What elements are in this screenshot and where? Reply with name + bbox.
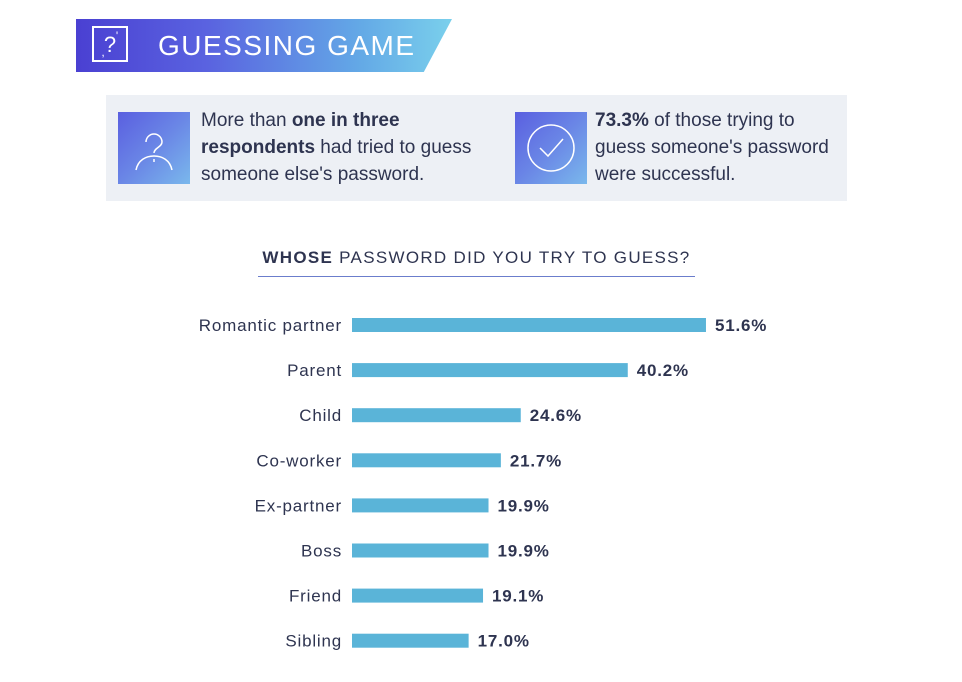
bar: [352, 588, 484, 603]
category-label: Ex-partner: [255, 496, 342, 515]
bar: [352, 453, 501, 468]
value-label: 19.9%: [498, 542, 550, 561]
value-label: 24.6%: [530, 406, 582, 425]
category-label: Friend: [289, 587, 342, 606]
svg-text:': ': [116, 29, 118, 43]
value-label: 21.7%: [510, 451, 562, 470]
chart-title: WHOSE PASSWORD DID YOU TRY TO GUESS?: [262, 248, 691, 267]
page-title: GUESSING GAME: [158, 30, 416, 61]
bar: [352, 633, 469, 648]
checkmark-circle-icon: [515, 112, 587, 184]
bar: [352, 318, 706, 332]
category-label: Romantic partner: [199, 316, 342, 335]
value-label: 19.9%: [498, 496, 550, 515]
value-label: 17.0%: [478, 632, 530, 651]
bar: [352, 543, 489, 558]
fact-one-in-three: More than one in three respondents had t…: [201, 110, 472, 185]
category-label: Boss: [301, 542, 342, 561]
svg-text:,: ,: [101, 45, 104, 59]
category-label: Parent: [287, 361, 342, 380]
category-label: Child: [299, 406, 342, 425]
fact-success-rate: 73.3% of those trying to guess someone's…: [595, 110, 829, 185]
user-question-icon: [118, 112, 190, 184]
value-label: 19.1%: [492, 587, 544, 606]
bar: [352, 363, 628, 378]
bar: [352, 408, 521, 423]
facts-panel: More than one in three respondents had t…: [106, 95, 847, 201]
header-banner: ? , ' GUESSING GAME: [76, 19, 452, 72]
category-label: Sibling: [285, 632, 342, 651]
question-card-icon: ? , ': [92, 26, 128, 62]
value-label: 40.2%: [637, 361, 689, 380]
chart-title-underline: [258, 276, 695, 277]
bar: [352, 498, 489, 513]
category-label: Co-worker: [256, 451, 342, 470]
value-label: 51.6%: [715, 316, 767, 335]
svg-text:?: ?: [104, 32, 116, 57]
